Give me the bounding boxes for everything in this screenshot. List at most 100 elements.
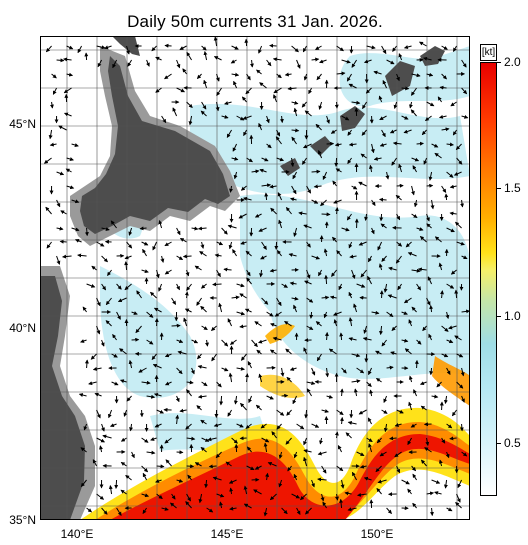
- current-arrow: [373, 70, 382, 75]
- current-arrow: [62, 254, 72, 259]
- current-arrow: [233, 171, 238, 180]
- current-arrow: [434, 152, 442, 159]
- current-arrow: [267, 462, 277, 467]
- current-arrow: [363, 476, 372, 481]
- current-arrow: [319, 437, 323, 445]
- current-arrow: [386, 311, 394, 318]
- current-arrow: [426, 72, 434, 77]
- current-arrow: [216, 269, 221, 278]
- current-arrow: [259, 269, 264, 278]
- current-arrow: [177, 350, 187, 355]
- current-arrow: [77, 45, 83, 54]
- current-arrow: [319, 59, 327, 64]
- current-arrow: [284, 72, 292, 77]
- current-arrow: [187, 474, 192, 481]
- current-arrow: [146, 394, 156, 399]
- current-arrow: [239, 293, 247, 299]
- current-arrow: [431, 143, 439, 148]
- current-arrow: [381, 409, 388, 414]
- current-arrow: [368, 443, 373, 453]
- current-arrow: [439, 85, 447, 90]
- current-arrow: [360, 269, 367, 278]
- current-arrow: [441, 185, 447, 193]
- current-arrow: [333, 311, 342, 316]
- current-arrow: [258, 373, 263, 383]
- current-arrow: [446, 227, 455, 233]
- current-arrow: [449, 211, 457, 216]
- current-arrow: [246, 157, 253, 163]
- current-arrow: [185, 423, 192, 430]
- current-arrow: [389, 436, 397, 441]
- current-arrow: [412, 502, 417, 509]
- current-arrow: [311, 423, 320, 428]
- current-arrow: [345, 432, 352, 439]
- current-arrow: [341, 227, 350, 232]
- current-arrow: [334, 142, 342, 147]
- current-arrow: [258, 227, 267, 232]
- current-arrow: [370, 227, 375, 235]
- current-arrow: [228, 241, 233, 250]
- current-arrow: [126, 45, 130, 55]
- current-arrow: [416, 283, 422, 291]
- current-arrow: [324, 331, 329, 341]
- current-arrow: [164, 381, 172, 386]
- current-arrow: [362, 101, 367, 110]
- current-arrow: [277, 192, 283, 201]
- current-arrow: [213, 423, 222, 428]
- current-arrow: [86, 283, 96, 288]
- current-arrow: [141, 269, 149, 274]
- current-arrow: [459, 423, 464, 432]
- current-arrow: [284, 320, 292, 327]
- current-arrow: [422, 325, 427, 332]
- current-arrow: [66, 157, 74, 161]
- current-arrow: [253, 489, 262, 495]
- current-arrow: [92, 459, 98, 467]
- current-arrow: [337, 445, 343, 453]
- current-arrow: [396, 241, 403, 247]
- current-arrow: [441, 127, 450, 132]
- current-arrow: [221, 367, 229, 372]
- current-arrow: [269, 493, 277, 501]
- current-arrow: [431, 479, 441, 484]
- current-arrow: [379, 451, 387, 457]
- current-arrow: [229, 339, 237, 345]
- current-arrow: [389, 129, 397, 134]
- current-arrow: [311, 169, 321, 174]
- current-arrow: [229, 487, 234, 495]
- current-arrow: [176, 227, 181, 236]
- current-arrow: [445, 451, 450, 459]
- current-arrow: [261, 241, 267, 250]
- current-arrow: [63, 87, 72, 94]
- colorbar-tick-1-5: 1.5: [504, 181, 521, 195]
- current-arrow: [66, 72, 74, 77]
- current-arrow: [243, 129, 248, 137]
- current-arrow: [278, 479, 283, 488]
- current-arrow: [353, 303, 358, 313]
- current-arrow: [236, 366, 245, 371]
- current-arrow: [298, 211, 307, 216]
- current-arrow: [411, 213, 418, 219]
- current-arrow: [347, 421, 357, 425]
- current-arrow: [408, 375, 413, 383]
- current-arrow: [269, 43, 277, 48]
- current-arrow: [261, 437, 270, 443]
- current-arrow: [373, 156, 382, 161]
- current-arrow: [200, 305, 207, 313]
- colorbar-tickmark: [497, 316, 501, 317]
- current-arrow: [301, 157, 307, 165]
- current-arrow: [286, 376, 292, 383]
- current-arrow: [315, 45, 322, 51]
- current-arrow: [336, 71, 346, 76]
- current-arrow: [351, 185, 358, 190]
- current-arrow: [49, 142, 57, 147]
- current-arrow: [261, 157, 269, 162]
- current-arrow: [351, 379, 361, 384]
- current-arrow: [450, 101, 457, 107]
- current-arrow: [317, 451, 327, 456]
- current-arrow: [322, 171, 328, 181]
- current-arrow: [404, 348, 412, 355]
- current-arrow: [211, 353, 217, 362]
- current-arrow: [394, 423, 402, 427]
- current-arrow: [349, 254, 357, 259]
- current-arrow: [291, 45, 299, 53]
